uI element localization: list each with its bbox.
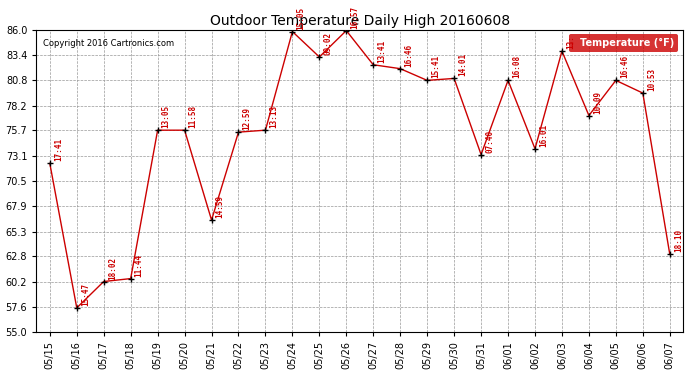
Text: 15:05: 15:05 [297,6,306,30]
Text: 10:09: 10:09 [593,90,602,114]
Text: 16:01: 16:01 [539,124,548,147]
Text: 13:13: 13:13 [270,105,279,128]
Text: 18:10: 18:10 [674,229,683,252]
Title: Outdoor Temperature Daily High 20160608: Outdoor Temperature Daily High 20160608 [210,15,510,28]
Text: 15:41: 15:41 [431,55,440,78]
Text: 11:44: 11:44 [135,254,144,277]
Text: 17:41: 17:41 [54,138,63,161]
Text: 14:59: 14:59 [215,195,224,218]
Text: Copyright 2016 Cartronics.com: Copyright 2016 Cartronics.com [43,39,174,48]
Text: 14:01: 14:01 [458,53,467,76]
Text: 07:40: 07:40 [485,129,494,153]
Text: 16:46: 16:46 [404,44,413,67]
Text: 15:47: 15:47 [81,283,90,306]
Text: 10:53: 10:53 [647,68,656,91]
Text: 13:: 13: [566,35,575,49]
Text: 16:57: 16:57 [351,6,359,28]
Text: 16:08: 16:08 [512,55,521,78]
Text: 13:05: 13:05 [161,105,170,128]
Text: 11:58: 11:58 [188,105,197,128]
Text: 12:59: 12:59 [243,107,252,130]
Text: 09:02: 09:02 [324,32,333,55]
Legend: Temperature (°F): Temperature (°F) [569,34,678,53]
Text: 13:41: 13:41 [377,40,386,63]
Text: 18:02: 18:02 [108,256,117,280]
Text: 16:46: 16:46 [620,55,629,78]
